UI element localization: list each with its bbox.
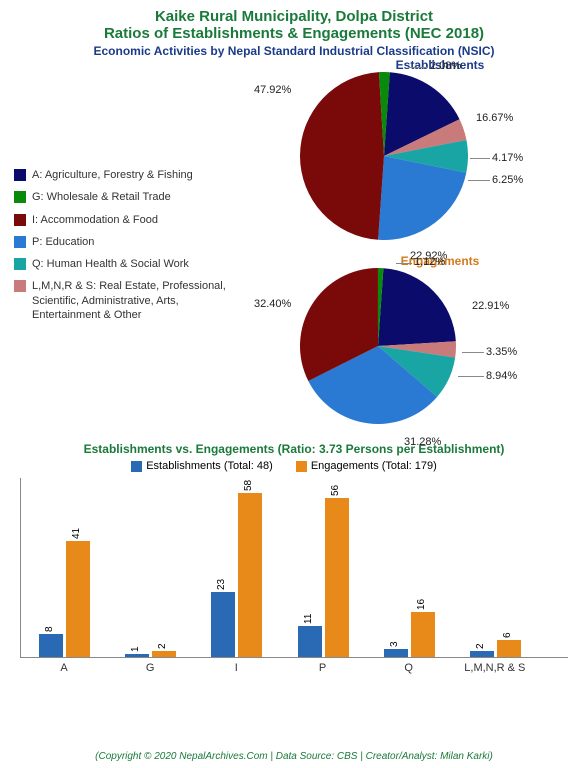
pie-svg xyxy=(300,72,468,240)
pie-pct-label: 31.28% xyxy=(404,436,441,448)
pie-chart-establishments: 16.67%4.17%6.25%22.92%47.92%2.08% xyxy=(300,72,480,252)
legend-label: I: Accommodation & Food xyxy=(32,213,158,227)
legend-swatch xyxy=(14,236,26,248)
bar-value-label: 8 xyxy=(44,627,55,633)
x-axis-label: Q xyxy=(404,662,413,674)
pie-pct-label: 8.94% xyxy=(486,370,517,382)
pie-pct-label: 47.92% xyxy=(254,84,291,96)
legend-label-est: Establishments (Total: 48) xyxy=(146,460,273,472)
footer-text: (Copyright © 2020 NepalArchives.Com | Da… xyxy=(0,751,588,762)
bar-eng xyxy=(411,612,435,657)
bar-value-label: 11 xyxy=(303,614,314,624)
x-axis-label: L,M,N,R & S xyxy=(464,662,525,674)
header-block: Kaike Rural Municipality, Dolpa District… xyxy=(0,0,588,58)
bar-est xyxy=(211,592,235,657)
category-legend: A: Agriculture, Forestry & Fishing G: Who… xyxy=(14,168,244,330)
legend-swatch xyxy=(14,258,26,270)
pie-pct-label: 16.67% xyxy=(476,112,513,124)
pie-svg xyxy=(300,268,456,424)
bar-value-label: 1 xyxy=(130,647,141,653)
bar-est xyxy=(384,649,408,658)
bar-eng xyxy=(325,498,349,657)
pie-area: A: Agriculture, Forestry & Fishing G: Who… xyxy=(0,58,588,438)
legend-swatch-eng xyxy=(296,461,307,472)
x-axis-label: A xyxy=(60,662,67,674)
pie-pct-label: 2.08% xyxy=(430,60,461,72)
pie-pct-label: 1.12% xyxy=(414,256,445,268)
legend-swatch xyxy=(14,169,26,181)
legend-label-eng: Engagements (Total: 179) xyxy=(311,460,437,472)
pie-slice xyxy=(300,72,384,240)
pie-pct-label: 3.35% xyxy=(486,346,517,358)
bar-value-label: 3 xyxy=(389,641,400,647)
subtitle: Economic Activities by Nepal Standard In… xyxy=(0,44,588,58)
legend-item: P: Education xyxy=(14,235,244,249)
legend-item: I: Accommodation & Food xyxy=(14,213,244,227)
legend-label: Q: Human Health & Social Work xyxy=(32,257,189,271)
bar-est xyxy=(125,654,149,657)
x-axis-label: P xyxy=(319,662,326,674)
legend-label: G: Wholesale & Retail Trade xyxy=(32,190,171,204)
bar-value-label: 2 xyxy=(475,644,486,650)
bar-value-label: 41 xyxy=(71,528,82,539)
legend-item: A: Agriculture, Forestry & Fishing xyxy=(14,168,244,182)
legend-swatch xyxy=(14,214,26,226)
legend-label: A: Agriculture, Forestry & Fishing xyxy=(32,168,193,182)
bar-est xyxy=(39,634,63,657)
bar-eng xyxy=(497,640,521,657)
bar-value-label: 58 xyxy=(243,480,254,491)
legend-item: Q: Human Health & Social Work xyxy=(14,257,244,271)
bar-est xyxy=(470,651,494,657)
legend-label: L,M,N,R & S: Real Estate, Professional, … xyxy=(32,279,244,322)
bar-value-label: 6 xyxy=(502,633,513,639)
x-axis-label: I xyxy=(235,662,238,674)
legend-item: G: Wholesale & Retail Trade xyxy=(14,190,244,204)
title-line1: Kaike Rural Municipality, Dolpa District xyxy=(0,8,588,25)
bar-eng xyxy=(66,541,90,657)
pie-slice xyxy=(378,268,456,346)
bar-eng xyxy=(152,651,176,657)
legend-swatch xyxy=(14,280,26,292)
bar-est xyxy=(298,626,322,657)
legend-swatch-est xyxy=(131,461,142,472)
bar-chart-legend: Establishments (Total: 48) Engagements (… xyxy=(0,460,588,472)
pie-pct-label: 4.17% xyxy=(492,152,523,164)
legend-label: P: Education xyxy=(32,235,94,249)
x-axis-label: G xyxy=(146,662,155,674)
pie-pct-label: 32.40% xyxy=(254,298,291,310)
bar-value-label: 16 xyxy=(416,599,427,610)
bar-value-label: 56 xyxy=(330,485,341,496)
pie-pct-label: 6.25% xyxy=(492,174,523,186)
bar-value-label: 23 xyxy=(216,579,227,590)
bar-chart: 841A12G2358I1156P316Q26L,M,N,R & S xyxy=(20,478,568,658)
pie-chart-engagements: 22.91%3.35%8.94%31.28%32.40%1.12% xyxy=(300,268,470,438)
legend-swatch xyxy=(14,191,26,203)
bar-eng xyxy=(238,493,262,657)
pie-pct-label: 22.91% xyxy=(472,300,509,312)
legend-item: L,M,N,R & S: Real Estate, Professional, … xyxy=(14,279,244,322)
bar-chart-title: Establishments vs. Engagements (Ratio: 3… xyxy=(0,442,588,456)
title-line2: Ratios of Establishments & Engagements (… xyxy=(0,25,588,42)
bar-value-label: 2 xyxy=(157,644,168,650)
